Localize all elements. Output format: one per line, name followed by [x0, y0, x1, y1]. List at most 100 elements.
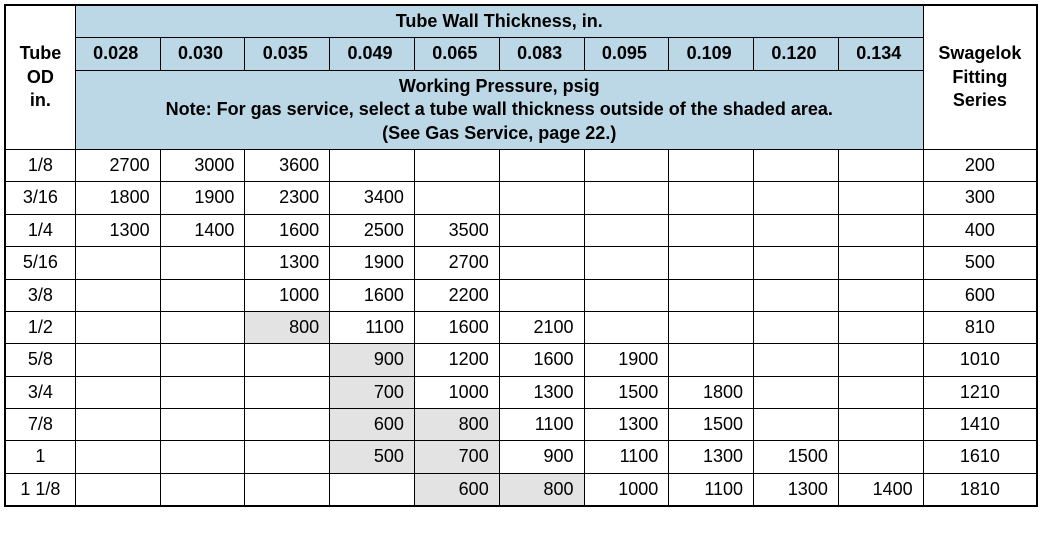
pressure-cell	[754, 247, 839, 279]
pressure-cell	[754, 182, 839, 214]
pressure-cell	[838, 376, 923, 408]
fitting-series-cell: 1810	[923, 473, 1037, 506]
pressure-cell	[669, 344, 754, 376]
pressure-cell: 1100	[499, 409, 584, 441]
pressure-table: Tube OD in. Tube Wall Thickness, in. Swa…	[4, 4, 1038, 507]
pressure-cell	[75, 409, 160, 441]
pressure-cell	[499, 214, 584, 246]
pressure-cell	[414, 182, 499, 214]
pressure-cell: 1300	[669, 441, 754, 473]
pressure-cell: 3000	[160, 149, 245, 181]
pressure-cell: 2300	[245, 182, 330, 214]
pressure-cell: 1500	[754, 441, 839, 473]
pressure-cell: 2700	[75, 149, 160, 181]
pressure-cell	[669, 311, 754, 343]
table-row: 5/89001200160019001010	[5, 344, 1037, 376]
pressure-cell: 1900	[330, 247, 415, 279]
pressure-cell	[330, 149, 415, 181]
tube-od-cell: 5/16	[5, 247, 75, 279]
pressure-cell	[669, 214, 754, 246]
pressure-cell	[75, 247, 160, 279]
thick-2: 0.035	[245, 38, 330, 70]
pressure-cell	[838, 149, 923, 181]
pressure-cell	[669, 182, 754, 214]
tube-od-cell: 1/8	[5, 149, 75, 181]
pressure-cell	[414, 149, 499, 181]
table-row: 1/8270030003600200	[5, 149, 1037, 181]
table-row: 5/16130019002700500	[5, 247, 1037, 279]
fitting-series-cell: 600	[923, 279, 1037, 311]
tube-od-cell: 3/4	[5, 376, 75, 408]
table-row: 7/86008001100130015001410	[5, 409, 1037, 441]
tube-od-cell: 1/4	[5, 214, 75, 246]
pressure-cell	[160, 311, 245, 343]
fitting-series-cell: 1410	[923, 409, 1037, 441]
fitting-series-header: Swagelok Fitting Series	[923, 5, 1037, 149]
pressure-cell	[245, 441, 330, 473]
pressure-cell: 1600	[245, 214, 330, 246]
pressure-cell: 600	[330, 409, 415, 441]
pressure-cell	[499, 279, 584, 311]
fitting-series-cell: 1610	[923, 441, 1037, 473]
table-row: 3/8100016002200600	[5, 279, 1037, 311]
pressure-cell	[160, 441, 245, 473]
pressure-cell: 1900	[584, 344, 669, 376]
pressure-cell: 1600	[414, 311, 499, 343]
table-row: 3/161800190023003400300	[5, 182, 1037, 214]
thickness-row: 0.028 0.030 0.035 0.049 0.065 0.083 0.09…	[5, 38, 1037, 70]
fitting-series-cell: 810	[923, 311, 1037, 343]
pressure-cell	[75, 376, 160, 408]
pressure-cell	[75, 473, 160, 506]
pressure-cell: 3500	[414, 214, 499, 246]
pressure-cell	[838, 409, 923, 441]
pressure-cell	[754, 344, 839, 376]
pressure-cell	[584, 279, 669, 311]
pressure-cell: 3600	[245, 149, 330, 181]
pressure-cell: 1300	[245, 247, 330, 279]
pressure-cell: 1400	[160, 214, 245, 246]
pressure-cell	[330, 473, 415, 506]
pressure-cell	[75, 344, 160, 376]
tube-od-cell: 1/2	[5, 311, 75, 343]
pressure-cell: 2100	[499, 311, 584, 343]
pressure-cell	[499, 247, 584, 279]
pressure-cell	[160, 344, 245, 376]
tube-od-cell: 1	[5, 441, 75, 473]
pressure-cell	[584, 247, 669, 279]
pressure-cell: 1300	[584, 409, 669, 441]
pressure-cell: 1100	[669, 473, 754, 506]
pressure-cell: 1300	[75, 214, 160, 246]
thick-4: 0.065	[414, 38, 499, 70]
pressure-cell	[75, 279, 160, 311]
pressure-cell: 800	[414, 409, 499, 441]
tube-od-cell: 7/8	[5, 409, 75, 441]
pressure-cell	[669, 247, 754, 279]
fitting-series-cell: 400	[923, 214, 1037, 246]
pressure-cell: 1600	[330, 279, 415, 311]
pressure-cell	[75, 311, 160, 343]
pressure-cell	[754, 149, 839, 181]
thick-8: 0.120	[754, 38, 839, 70]
pressure-cell: 900	[499, 441, 584, 473]
pressure-cell: 2500	[330, 214, 415, 246]
pressure-cell	[499, 182, 584, 214]
pressure-cell: 600	[414, 473, 499, 506]
pressure-cell	[669, 149, 754, 181]
thick-0: 0.028	[75, 38, 160, 70]
table-row: 1/413001400160025003500 400	[5, 214, 1037, 246]
pressure-cell: 800	[499, 473, 584, 506]
pressure-cell	[584, 149, 669, 181]
pressure-cell	[499, 149, 584, 181]
pressure-cell: 1800	[75, 182, 160, 214]
pressure-cell: 1100	[584, 441, 669, 473]
pressure-cell	[160, 279, 245, 311]
pressure-cell	[160, 247, 245, 279]
pressure-cell: 1300	[499, 376, 584, 408]
pressure-cell: 1800	[669, 376, 754, 408]
pressure-cell: 1500	[584, 376, 669, 408]
pressure-cell: 1300	[754, 473, 839, 506]
pressure-cell: 700	[414, 441, 499, 473]
thick-5: 0.083	[499, 38, 584, 70]
pressure-cell: 1200	[414, 344, 499, 376]
thick-9: 0.134	[838, 38, 923, 70]
